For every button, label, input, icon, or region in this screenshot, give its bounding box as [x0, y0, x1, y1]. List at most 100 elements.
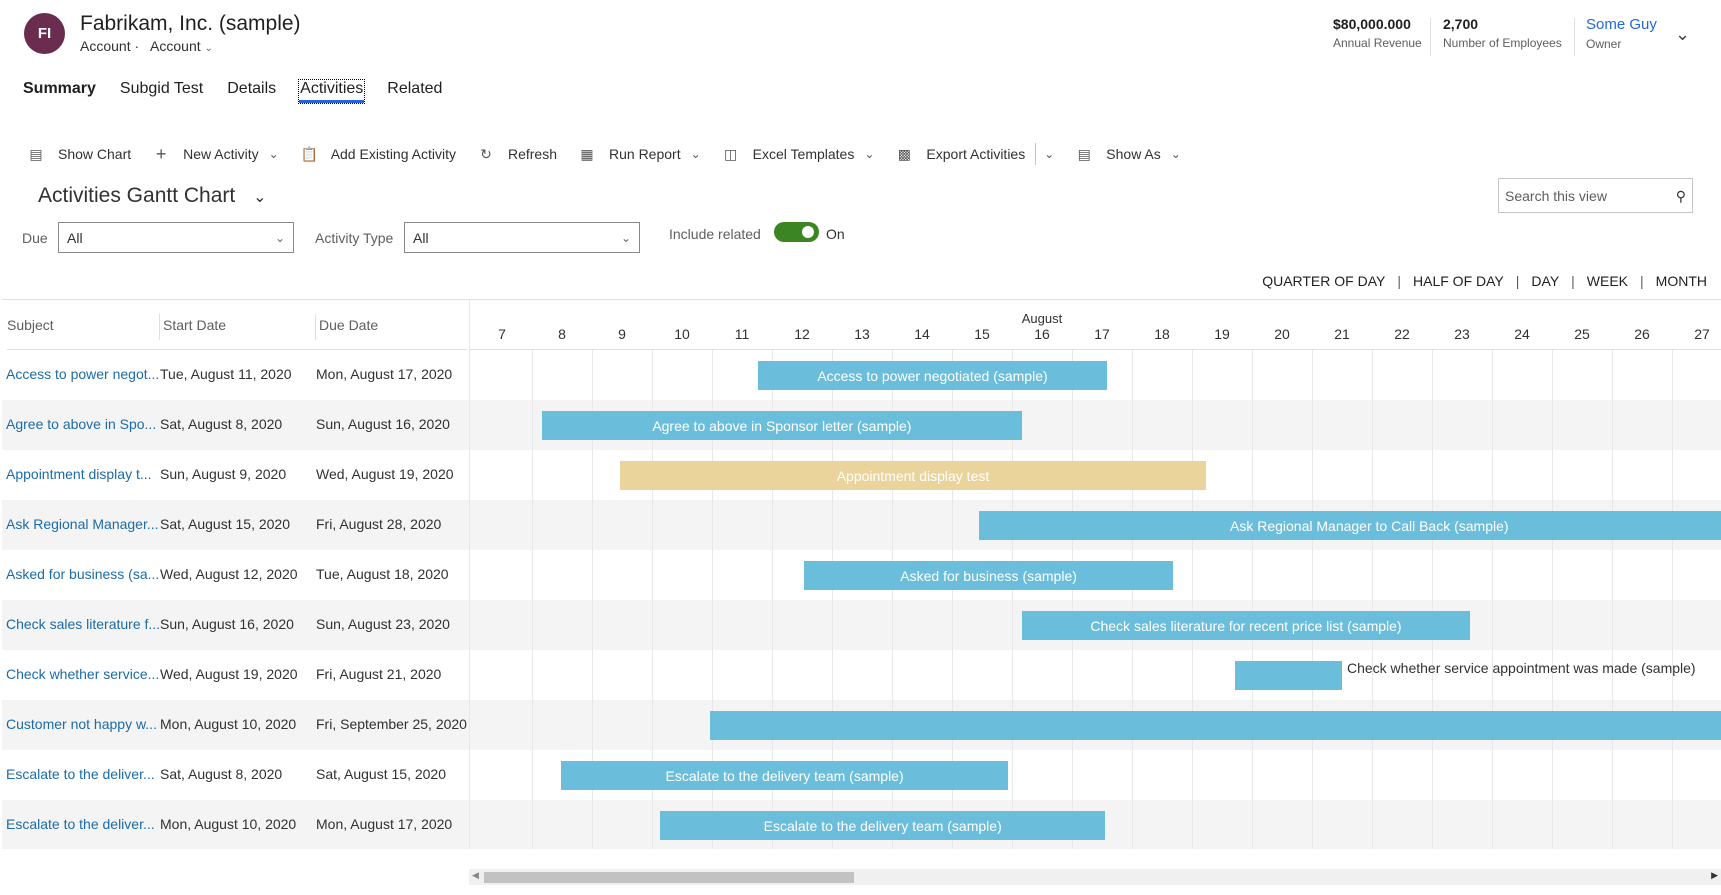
day-gridline: [1072, 350, 1073, 849]
include-related-toggle[interactable]: [774, 222, 819, 242]
table-row[interactable]: Access to power negot... Tue, August 11, …: [2, 350, 1721, 400]
day-gridline: [1552, 350, 1553, 849]
chart-icon: ▤: [1077, 145, 1091, 162]
button-label: Show Chart: [58, 146, 132, 162]
tab-summary[interactable]: Summary: [23, 80, 96, 97]
kpi-value: 2,700: [1443, 16, 1479, 32]
gantt-bar[interactable]: Escalate to the delivery team (sample): [660, 811, 1105, 840]
column-divider[interactable]: [159, 314, 160, 340]
form-selector[interactable]: Account ⌄: [150, 38, 213, 54]
subject-link[interactable]: Check sales literature f...: [6, 616, 161, 632]
subject-link[interactable]: Appointment display t...: [6, 466, 152, 482]
record-subtitle: Account · Account ⌄: [80, 38, 213, 54]
avatar: FI: [24, 13, 65, 54]
day-gridline: [772, 350, 773, 849]
show-chart-button[interactable]: ▤ Show Chart: [28, 146, 131, 163]
kpi-label: Number of Employees: [1443, 36, 1562, 50]
bar-label: Escalate to the delivery team (sample): [665, 767, 904, 784]
command-bar: ▤ Show Chart + New Activity ⌄ 📋 Add Existing…: [28, 143, 1203, 165]
subject-link[interactable]: Escalate to the deliver...: [6, 766, 155, 782]
new-activity-button[interactable]: + New Activity ⌄: [153, 144, 279, 165]
subject-link[interactable]: Access to power negot...: [6, 366, 160, 382]
day-gridline: [1012, 350, 1013, 849]
subject-link[interactable]: Customer not happy w...: [6, 716, 157, 732]
gantt-timeline: August 7 8 9 10 11 12 13 14 15 16 17 18 19 20 21 22 23 24…: [469, 300, 1721, 849]
subject-link[interactable]: Escalate to the deliver...: [6, 816, 155, 832]
day-gridline: [1252, 350, 1253, 849]
scale-half-of-day[interactable]: HALF OF DAY: [1413, 273, 1504, 289]
due-date-cell: Fri, September 25, 2020: [316, 716, 467, 732]
chart-icon: ▤: [29, 145, 43, 162]
column-header-due-date[interactable]: Due Date: [319, 317, 379, 333]
table-row[interactable]: Asked for business (sa... Wed, August 12,…: [2, 550, 1721, 600]
view-selector[interactable]: Activities Gantt Chart ⌄: [38, 184, 266, 208]
bar-label: Check whether service appointment was ma…: [1346, 660, 1696, 676]
table-row[interactable]: Escalate to the deliver... Sat, August 8,…: [2, 750, 1721, 800]
subject-link[interactable]: Agree to above in Spo...: [6, 416, 157, 432]
select-value: All: [413, 229, 429, 246]
search-placeholder: Search this view: [1505, 188, 1607, 204]
toggle-state: On: [826, 226, 845, 242]
scroll-right-icon[interactable]: ▶: [1711, 870, 1718, 880]
tab-details[interactable]: Details: [227, 80, 277, 97]
gantt-bar[interactable]: [710, 711, 1721, 740]
column-header-subject[interactable]: Subject: [7, 317, 54, 333]
gantt-bar[interactable]: Check whether service appointment was ma…: [1234, 660, 1696, 690]
kpi-annual-revenue: $80,000.000 Annual Revenue: [1333, 16, 1422, 50]
scrollbar-thumb[interactable]: [484, 872, 854, 883]
day-gridline: [592, 350, 593, 849]
gantt-bar[interactable]: Ask Regional Manager to Call Back (sampl…: [979, 511, 1721, 540]
owner-link[interactable]: Some Guy: [1586, 16, 1657, 33]
subject-link[interactable]: Check whether service...: [6, 666, 160, 682]
show-as-button[interactable]: ▤ Show As ⌄: [1076, 146, 1181, 163]
scale-week[interactable]: WEEK: [1586, 273, 1629, 289]
scroll-left-icon[interactable]: ◀: [472, 870, 479, 880]
export-more-button[interactable]: ⌄: [1035, 143, 1054, 165]
add-existing-activity-button[interactable]: 📋 Add Existing Activity: [301, 146, 456, 163]
due-date-cell: Mon, August 17, 2020: [316, 816, 453, 832]
refresh-button[interactable]: ↻ Refresh: [478, 146, 557, 163]
due-date-cell: Wed, August 19, 2020: [316, 466, 454, 482]
day-tick-label: 9: [618, 326, 626, 342]
run-report-button[interactable]: ▦ Run Report ⌄: [579, 146, 700, 163]
search-input[interactable]: Search this view ⚲: [1498, 178, 1693, 213]
bar-label: Check sales literature for recent price …: [1090, 617, 1402, 634]
scale-quarter-of-day[interactable]: QUARTER OF DAY: [1262, 273, 1386, 289]
gantt-bar[interactable]: Agree to above in Sponsor letter (sample…: [542, 411, 1022, 440]
due-date-cell: Fri, August 21, 2020: [316, 666, 442, 682]
subject-link[interactable]: Ask Regional Manager...: [6, 516, 159, 532]
kpi-label: Annual Revenue: [1333, 36, 1422, 50]
tab-activities[interactable]: Activities: [298, 79, 366, 104]
due-select[interactable]: All ⌄: [58, 222, 294, 253]
column-header-start-date[interactable]: Start Date: [163, 317, 227, 333]
day-tick-label: 10: [674, 326, 690, 342]
export-activities-button[interactable]: ▩ Export Activities: [896, 146, 1025, 163]
scale-month[interactable]: MONTH: [1655, 273, 1707, 289]
month-label: August: [1021, 311, 1063, 326]
due-label: Due: [22, 230, 48, 246]
gantt-bar[interactable]: Escalate to the delivery team (sample): [560, 761, 1009, 790]
search-icon[interactable]: ⚲: [1675, 188, 1686, 204]
day-gridline: [1492, 350, 1493, 849]
gantt-bar[interactable]: Access to power negotiated (sample): [758, 361, 1107, 390]
column-divider[interactable]: [315, 314, 316, 340]
chevron-down-icon: ⌄: [274, 230, 285, 245]
day-gridline: [1612, 350, 1613, 849]
expand-header-chevron-icon[interactable]: ⌄: [1675, 24, 1691, 44]
day-gridline: [952, 350, 953, 849]
table-row[interactable]: Appointment display t... Sun, August 9, 2…: [2, 450, 1721, 500]
scale-day[interactable]: DAY: [1531, 273, 1560, 289]
day-tick-label: 27: [1694, 326, 1710, 342]
table-row[interactable]: Check whether service... Wed, August 19, …: [2, 650, 1721, 700]
gantt-bar[interactable]: Check sales literature for recent price …: [1021, 611, 1471, 640]
tab-subgid-test[interactable]: Subgid Test: [119, 80, 204, 97]
subject-link[interactable]: Asked for business (sa...: [6, 566, 160, 582]
gantt-bar[interactable]: Appointment display test: [620, 461, 1206, 490]
day-tick-label: 18: [1154, 326, 1170, 342]
gantt-bar[interactable]: Asked for business (sample): [804, 561, 1173, 590]
tab-related[interactable]: Related: [387, 80, 443, 97]
entity-label: Account ·: [80, 38, 140, 54]
day-gridline: [1312, 350, 1313, 849]
excel-templates-button[interactable]: ◫ Excel Templates ⌄: [723, 146, 874, 163]
activity-type-select[interactable]: All ⌄: [404, 222, 640, 253]
